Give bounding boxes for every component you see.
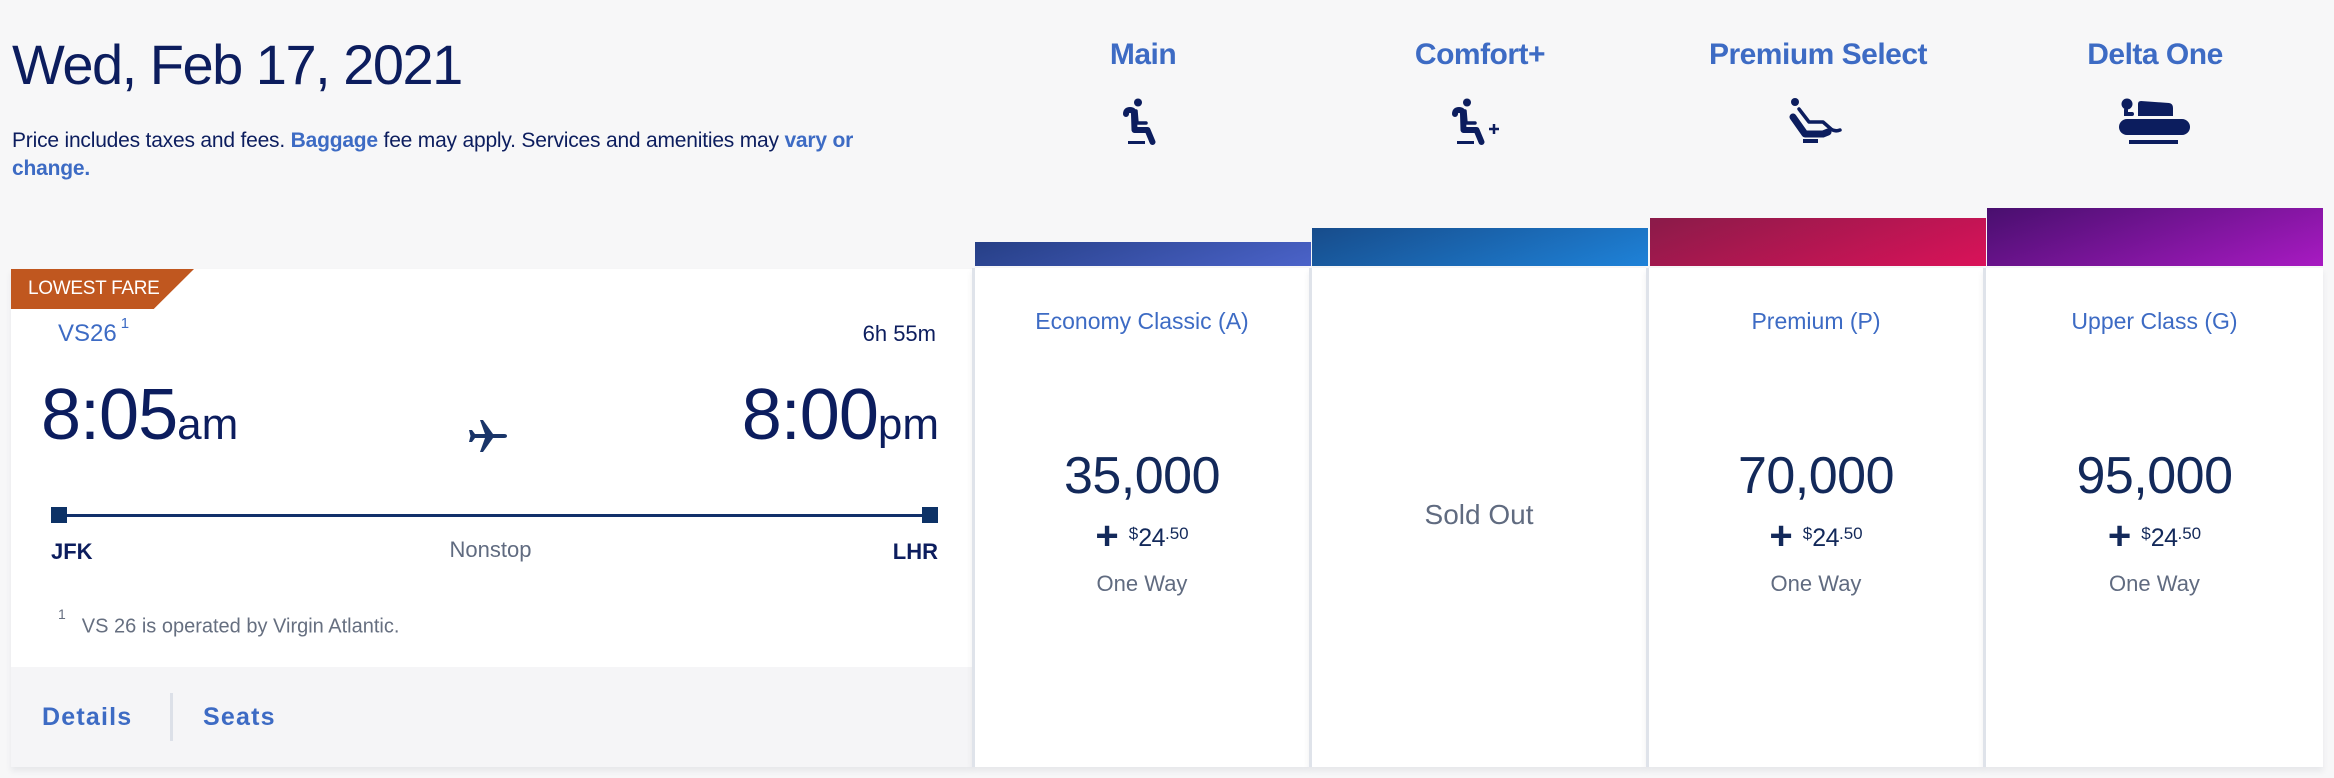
fare-cell-comfort-plus: Sold Out bbox=[1309, 268, 1646, 767]
stops-info: Nonstop bbox=[11, 537, 972, 563]
fee-cents: .50 bbox=[2177, 524, 2202, 543]
plus-icon: + bbox=[2107, 514, 2132, 558]
destination-marker bbox=[922, 507, 938, 523]
fee-currency: $ bbox=[1802, 524, 1813, 543]
seat-upright-plus-icon bbox=[1440, 96, 1520, 148]
flight-number: VS26 bbox=[58, 320, 117, 347]
fee-currency: $ bbox=[2141, 524, 2151, 543]
cabin-bar-main bbox=[975, 242, 1311, 266]
fee-dollars: 24 bbox=[2150, 524, 2178, 552]
origin-airport: JFK bbox=[51, 539, 93, 564]
fee-cents: .50 bbox=[1165, 524, 1189, 543]
flight-card-footer: Details Seats bbox=[11, 667, 972, 767]
route-timeline bbox=[51, 507, 938, 523]
footnote-marker: 1 bbox=[58, 606, 66, 622]
plus-icon: + bbox=[1095, 514, 1119, 558]
fare-cell-main[interactable]: Economy Classic (A) 35,000 + $24.50 One W… bbox=[972, 268, 1309, 767]
fare-cell-premium-select[interactable]: Premium (P) 70,000 + $24.50 One Way bbox=[1646, 268, 1983, 767]
vary-or-change-link[interactable]: vary or change. bbox=[12, 129, 854, 180]
flight-number-link[interactable]: VS26 1 bbox=[58, 315, 129, 348]
stops-label: Nonstop bbox=[449, 537, 532, 562]
flight-card: LOWEST FARE VS26 1 6h 55m 8:05am 8:00pm J… bbox=[11, 269, 972, 767]
lowest-fare-badge: LOWEST FARE bbox=[11, 269, 194, 309]
cabin-label-premium-select[interactable]: Premium Select bbox=[1708, 38, 1928, 71]
price-note: Price includes taxes and fees. Baggage f… bbox=[12, 127, 932, 183]
cabin-label-main[interactable]: Main bbox=[1109, 38, 1177, 71]
page-title-date: Wed, Feb 17, 2021 bbox=[12, 33, 463, 96]
cabin-bar-premium-select bbox=[1650, 218, 1986, 266]
fare-class-label: Premium (P) bbox=[1751, 308, 1881, 334]
price-note-text-2: fee may apply. Services and amenities ma… bbox=[377, 129, 785, 152]
departure-ampm: am bbox=[177, 400, 239, 449]
fare-class-label: Upper Class (G) bbox=[2071, 308, 2238, 334]
footer-divider bbox=[170, 693, 173, 741]
airplane-icon bbox=[467, 413, 509, 455]
fare-miles: 95,000 bbox=[2076, 447, 2233, 505]
footnote-text: VS 26 is operated by Virgin Atlantic. bbox=[81, 615, 400, 638]
origin-marker bbox=[51, 507, 67, 523]
seat-upright-icon bbox=[1103, 96, 1183, 148]
details-link[interactable]: Details bbox=[42, 703, 133, 731]
operator-footnote: 1 VS 26 is operated by Virgin Atlantic. bbox=[58, 606, 400, 639]
fare-cell-delta-one[interactable]: Upper Class (G) 95,000 + $24.50 One Way bbox=[1983, 268, 2323, 767]
fee-currency: $ bbox=[1128, 524, 1139, 543]
trip-type: One Way bbox=[2109, 571, 2200, 596]
trip-type: One Way bbox=[1096, 571, 1188, 596]
arrival-time-value: 8:00 bbox=[741, 375, 879, 455]
arrival-ampm: pm bbox=[877, 400, 939, 449]
fee-dollars: 24 bbox=[1138, 524, 1165, 552]
price-note-text: Price includes taxes and fees. bbox=[12, 129, 291, 152]
plus-icon: + bbox=[1769, 514, 1793, 558]
cabin-bar-delta-one bbox=[1987, 208, 2323, 266]
cabin-header-delta-one: Delta One bbox=[1987, 0, 2323, 268]
destination-airport: LHR bbox=[892, 539, 938, 564]
route-line bbox=[59, 514, 930, 517]
cabin-header-comfort-plus: Comfort+ bbox=[1312, 0, 1648, 268]
cabin-bar-comfort-plus bbox=[1312, 228, 1648, 266]
fee-cents: .50 bbox=[1839, 524, 1863, 543]
sold-out-label: Sold Out bbox=[1424, 499, 1534, 530]
cabin-header-main: Main bbox=[975, 0, 1311, 268]
seats-link[interactable]: Seats bbox=[203, 703, 276, 731]
seat-recline-icon bbox=[1778, 96, 1858, 148]
fare-miles: 70,000 bbox=[1737, 447, 1895, 505]
fare-class-label: Economy Classic (A) bbox=[1035, 308, 1249, 334]
departure-time: 8:05am bbox=[41, 375, 238, 465]
flight-footnote-marker: 1 bbox=[120, 315, 130, 332]
fee-dollars: 24 bbox=[1812, 524, 1839, 552]
flight-duration: 6h 55m bbox=[862, 321, 936, 346]
baggage-link[interactable]: Baggage bbox=[290, 129, 378, 152]
trip-type: One Way bbox=[1770, 571, 1862, 596]
fare-fee: + $24.50 bbox=[1649, 514, 1983, 563]
departure-time-value: 8:05 bbox=[41, 375, 178, 455]
fare-fee: + $24.50 bbox=[975, 514, 1309, 563]
arrival-time: 8:00pm bbox=[742, 375, 939, 465]
fare-miles: 35,000 bbox=[1063, 447, 1221, 505]
cabin-label-delta-one[interactable]: Delta One bbox=[2087, 38, 2223, 71]
cabin-header-premium-select: Premium Select bbox=[1650, 0, 1986, 268]
flat-bed-icon bbox=[2115, 96, 2195, 148]
cabin-label-comfort-plus[interactable]: Comfort+ bbox=[1414, 38, 1546, 71]
fare-fee: + $24.50 bbox=[1986, 514, 2323, 563]
